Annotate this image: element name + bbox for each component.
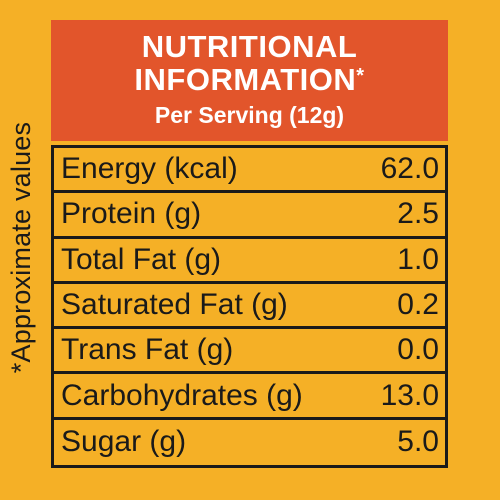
asterisk-mark: * <box>356 65 365 87</box>
nutrition-header: NUTRITIONAL INFORMATION* Per Serving (12… <box>51 20 448 141</box>
header-title-line1: NUTRITIONAL <box>141 29 358 64</box>
nutrient-label: Trans Fat (g) <box>61 333 234 367</box>
serving-size: Per Serving (12g) <box>154 102 345 128</box>
approximate-values-text: *Approximate values <box>6 121 37 374</box>
nutrient-value: 0.2 <box>397 288 439 322</box>
nutrient-value: 2.5 <box>397 197 439 231</box>
nutrient-row-total-fat: Total Fat (g) 1.0 <box>54 239 445 284</box>
header-title-line2: INFORMATION* <box>51 63 448 96</box>
nutrient-label: Total Fat (g) <box>61 242 222 276</box>
nutrient-label: Energy (kcal) <box>61 152 238 186</box>
nutrient-row-carbohydrates: Carbohydrates (g) 13.0 <box>54 374 445 420</box>
nutrient-label: Carbohydrates (g) <box>61 378 303 412</box>
nutrient-row-protein: Protein (g) 2.5 <box>54 193 445 239</box>
approximate-values-note: *Approximate values <box>4 75 40 420</box>
header-title-line2-text: INFORMATION <box>134 62 357 97</box>
nutrient-row-trans-fat: Trans Fat (g) 0.0 <box>54 329 445 375</box>
nutrient-row-sugar: Sugar (g) 5.0 <box>54 420 445 465</box>
nutrient-value: 62.0 <box>380 152 439 186</box>
nutrient-row-energy: Energy (kcal) 62.0 <box>54 148 445 194</box>
nutrient-value: 13.0 <box>380 378 439 412</box>
nutrient-label: Sugar (g) <box>61 425 187 459</box>
nutrient-label: Protein (g) <box>61 197 202 231</box>
nutrient-value: 1.0 <box>397 242 439 276</box>
nutrient-row-saturated-fat: Saturated Fat (g) 0.2 <box>54 284 445 330</box>
nutrient-value: 0.0 <box>397 333 439 367</box>
nutrient-label: Saturated Fat (g) <box>61 288 288 322</box>
nutrition-table: Energy (kcal) 62.0 Protein (g) 2.5 Total… <box>51 145 448 468</box>
nutrient-value: 5.0 <box>397 425 439 459</box>
